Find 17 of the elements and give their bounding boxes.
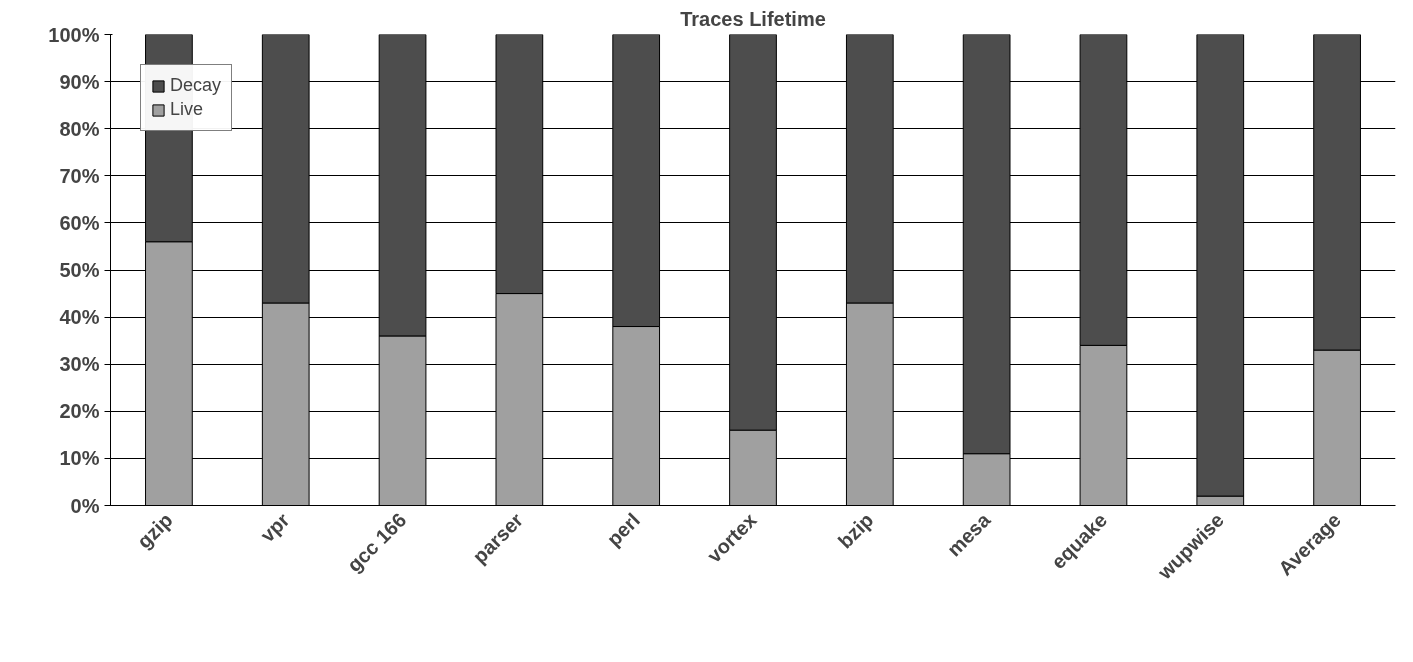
chart-title: Traces Lifetime bbox=[680, 7, 826, 30]
legend-label: Decay bbox=[170, 75, 222, 96]
y-tick-label: 80% bbox=[59, 117, 100, 140]
y-tick-label: 20% bbox=[59, 400, 100, 423]
y-tick-label: 30% bbox=[59, 353, 100, 376]
y-tick-label: 0% bbox=[70, 494, 100, 517]
y-tick-label: 40% bbox=[59, 306, 100, 329]
y-tick-label: 60% bbox=[59, 211, 100, 234]
y-tick-label: 90% bbox=[59, 70, 100, 93]
x-tick-label: vpr bbox=[255, 508, 294, 547]
legend-label: Live bbox=[170, 99, 204, 120]
y-tick-label: 100% bbox=[48, 23, 100, 46]
y-tick-label: 10% bbox=[59, 447, 100, 470]
x-tick-label: bzip bbox=[833, 508, 878, 553]
y-tick-label: 70% bbox=[59, 164, 100, 187]
x-tick-label: gcc 166 bbox=[342, 508, 411, 577]
y-tick-label: 50% bbox=[59, 259, 100, 281]
